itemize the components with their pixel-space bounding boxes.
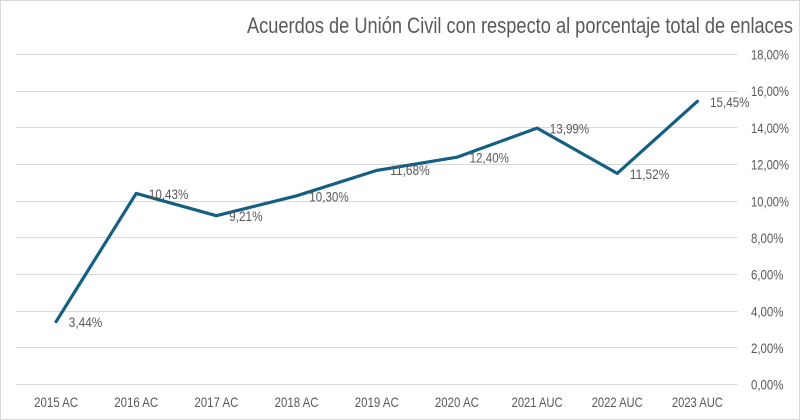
svg-text:2020 AC: 2020 AC	[435, 394, 479, 410]
svg-text:2018 AC: 2018 AC	[275, 394, 319, 410]
svg-text:11,68%: 11,68%	[390, 162, 429, 178]
svg-text:10,43%: 10,43%	[149, 186, 188, 202]
svg-text:18,00%: 18,00%	[751, 47, 789, 63]
svg-text:2016 AC: 2016 AC	[114, 394, 158, 410]
svg-text:6,00%: 6,00%	[751, 267, 784, 283]
svg-text:11,52%: 11,52%	[630, 166, 669, 182]
svg-text:9,21%: 9,21%	[229, 208, 263, 224]
svg-text:2015 AC: 2015 AC	[34, 394, 78, 410]
svg-text:Acuerdos de Unión Civil con re: Acuerdos de Unión Civil con respecto al …	[247, 13, 793, 38]
svg-text:2,00%: 2,00%	[751, 340, 784, 356]
svg-text:4,00%: 4,00%	[751, 303, 784, 319]
svg-text:10,30%: 10,30%	[309, 188, 348, 204]
svg-text:10,00%: 10,00%	[751, 193, 789, 209]
svg-text:3,44%: 3,44%	[69, 314, 103, 330]
svg-text:2023 AUC: 2023 AUC	[672, 394, 723, 410]
svg-text:13,99%: 13,99%	[550, 121, 589, 137]
svg-text:2021 AUC: 2021 AUC	[512, 394, 563, 410]
svg-text:15,45%: 15,45%	[710, 94, 749, 110]
svg-text:12,00%: 12,00%	[751, 157, 789, 173]
svg-text:8,00%: 8,00%	[751, 230, 784, 246]
svg-text:0,00%: 0,00%	[751, 377, 784, 393]
svg-text:2017 AC: 2017 AC	[194, 394, 238, 410]
svg-text:2022 AUC: 2022 AUC	[592, 394, 643, 410]
svg-text:16,00%: 16,00%	[751, 83, 789, 99]
svg-text:14,00%: 14,00%	[751, 120, 789, 136]
svg-text:2019 AC: 2019 AC	[355, 394, 399, 410]
svg-text:12,40%: 12,40%	[470, 150, 509, 166]
